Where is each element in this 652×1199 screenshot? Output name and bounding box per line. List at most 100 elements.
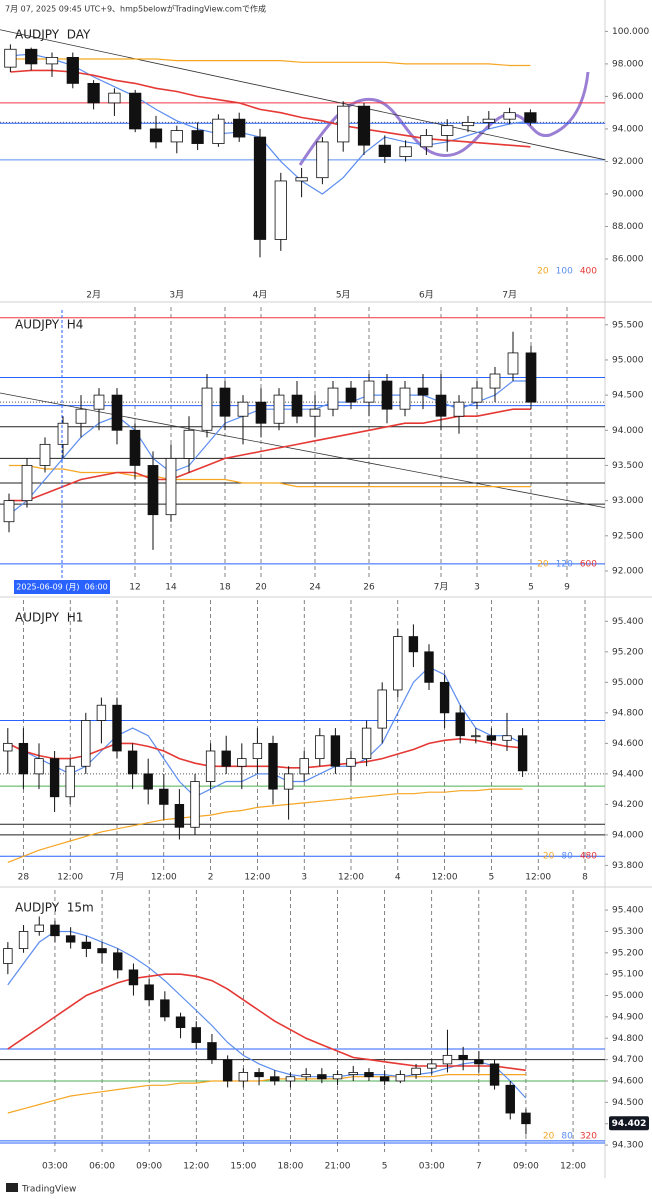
- y-tick-label: 95.500: [612, 320, 644, 330]
- legend-entry: 20: [543, 852, 555, 862]
- x-tick-label: 4月: [253, 290, 268, 301]
- candle-body: [315, 735, 325, 760]
- candle-body: [337, 105, 350, 143]
- x-tick-label: 14: [165, 583, 177, 593]
- candle-body: [39, 443, 51, 466]
- candle-body: [393, 636, 403, 691]
- x-tick-label: 7: [476, 1162, 482, 1172]
- candle-body: [129, 429, 141, 466]
- legend-entry: 120: [556, 560, 573, 570]
- x-tick-label: 12: [129, 583, 140, 593]
- y-tick-label: 95.200: [612, 647, 644, 657]
- candle-body: [233, 118, 246, 138]
- candle-body: [399, 146, 412, 157]
- x-tick-label: 15:00: [230, 1162, 256, 1172]
- logo: [6, 1183, 18, 1192]
- x-tick-label: 7月: [434, 582, 449, 593]
- candle-body: [507, 352, 519, 375]
- y-tick-label: 93.000: [612, 496, 644, 506]
- candle-body: [461, 122, 475, 127]
- candle-body: [417, 387, 429, 396]
- y-tick-label: 95.100: [612, 970, 644, 980]
- y-tick-label: 94.700: [612, 1055, 644, 1065]
- candle-body: [159, 788, 169, 805]
- x-tick-label: 2月: [86, 290, 101, 301]
- candle-body: [489, 373, 501, 389]
- x-tick-label: 12:00: [151, 873, 177, 883]
- candle-body: [87, 83, 100, 104]
- candle-body: [381, 380, 393, 410]
- candle-body: [411, 1067, 421, 1075]
- y-tick-label: 92.500: [612, 531, 644, 541]
- y-tick-label: 96.000: [612, 92, 644, 102]
- candle-body: [75, 408, 87, 424]
- candle-body: [332, 1074, 343, 1080]
- candle-body: [327, 387, 339, 410]
- y-tick-label: 95.400: [612, 906, 644, 916]
- candle-body: [191, 130, 204, 144]
- y-tick-label: 94.600: [612, 1076, 644, 1086]
- ma-line: [9, 408, 531, 502]
- y-tick-label: 95.000: [612, 355, 644, 365]
- candle-body: [170, 130, 183, 143]
- candle-body: [165, 458, 177, 516]
- x-tick-label: 24: [309, 583, 321, 593]
- candle-body: [237, 401, 249, 417]
- y-tick-label: 92.000: [612, 566, 644, 576]
- candle-body: [505, 1084, 515, 1114]
- y-tick-label: 93.500: [612, 461, 644, 471]
- y-tick-label: 94.000: [612, 124, 644, 134]
- x-tick-label: 3: [474, 583, 480, 593]
- candle-body: [111, 394, 123, 431]
- candle-body: [4, 48, 17, 68]
- candle-body: [252, 742, 263, 760]
- candle-body: [207, 1042, 217, 1061]
- candle-body: [144, 984, 154, 1001]
- x-tick-label: 18:00: [277, 1162, 303, 1172]
- y-tick-label: 94.400: [612, 769, 644, 779]
- candle-body: [274, 180, 287, 240]
- legend-entry: 20: [543, 1132, 555, 1142]
- y-tick-label: 94.500: [612, 391, 644, 401]
- candle-body: [273, 394, 285, 424]
- candle-body: [254, 1072, 264, 1078]
- y-tick-label: 94.300: [612, 1141, 644, 1151]
- x-tick-label: 5: [528, 583, 534, 593]
- candle-body: [524, 112, 537, 123]
- x-tick-label: 3: [301, 873, 307, 883]
- candle-body: [427, 1063, 437, 1069]
- x-tick-label: 5: [382, 1162, 388, 1172]
- x-tick-label: 03:00: [419, 1162, 445, 1172]
- candle-body: [364, 1072, 374, 1078]
- x-tick-label: 2: [208, 873, 214, 883]
- last-price-label: 94.402: [612, 1119, 647, 1129]
- candle-body: [330, 735, 341, 767]
- candle-body: [49, 758, 60, 798]
- ma-line: [7, 788, 523, 863]
- candle-body: [408, 636, 419, 653]
- legend-entry: 480: [580, 852, 597, 862]
- candle-body: [420, 135, 433, 148]
- candle-body: [238, 1072, 249, 1082]
- candle-body: [346, 758, 356, 767]
- candle-body: [517, 735, 528, 772]
- footer: TradingView: [21, 1185, 76, 1195]
- x-tick-label: 12:00: [57, 873, 83, 883]
- x-tick-label: 12:00: [432, 873, 458, 883]
- x-tick-label: 18: [219, 583, 231, 593]
- x-tick-label: 3月: [169, 290, 184, 301]
- candle-body: [65, 935, 76, 943]
- trend-line: [0, 29, 606, 161]
- candle-body: [174, 803, 185, 828]
- legend-entry: 100: [556, 267, 573, 277]
- candle-body: [482, 118, 495, 123]
- y-tick-label: 98.000: [612, 59, 644, 69]
- y-tick-label: 86.000: [612, 254, 644, 264]
- panel-title: AUDJPY H1: [15, 611, 83, 625]
- candle-body: [175, 1016, 186, 1028]
- candle-body: [201, 387, 213, 431]
- candle-body: [3, 948, 13, 964]
- ma-line: [7, 1074, 526, 1114]
- candle-body: [301, 1074, 311, 1078]
